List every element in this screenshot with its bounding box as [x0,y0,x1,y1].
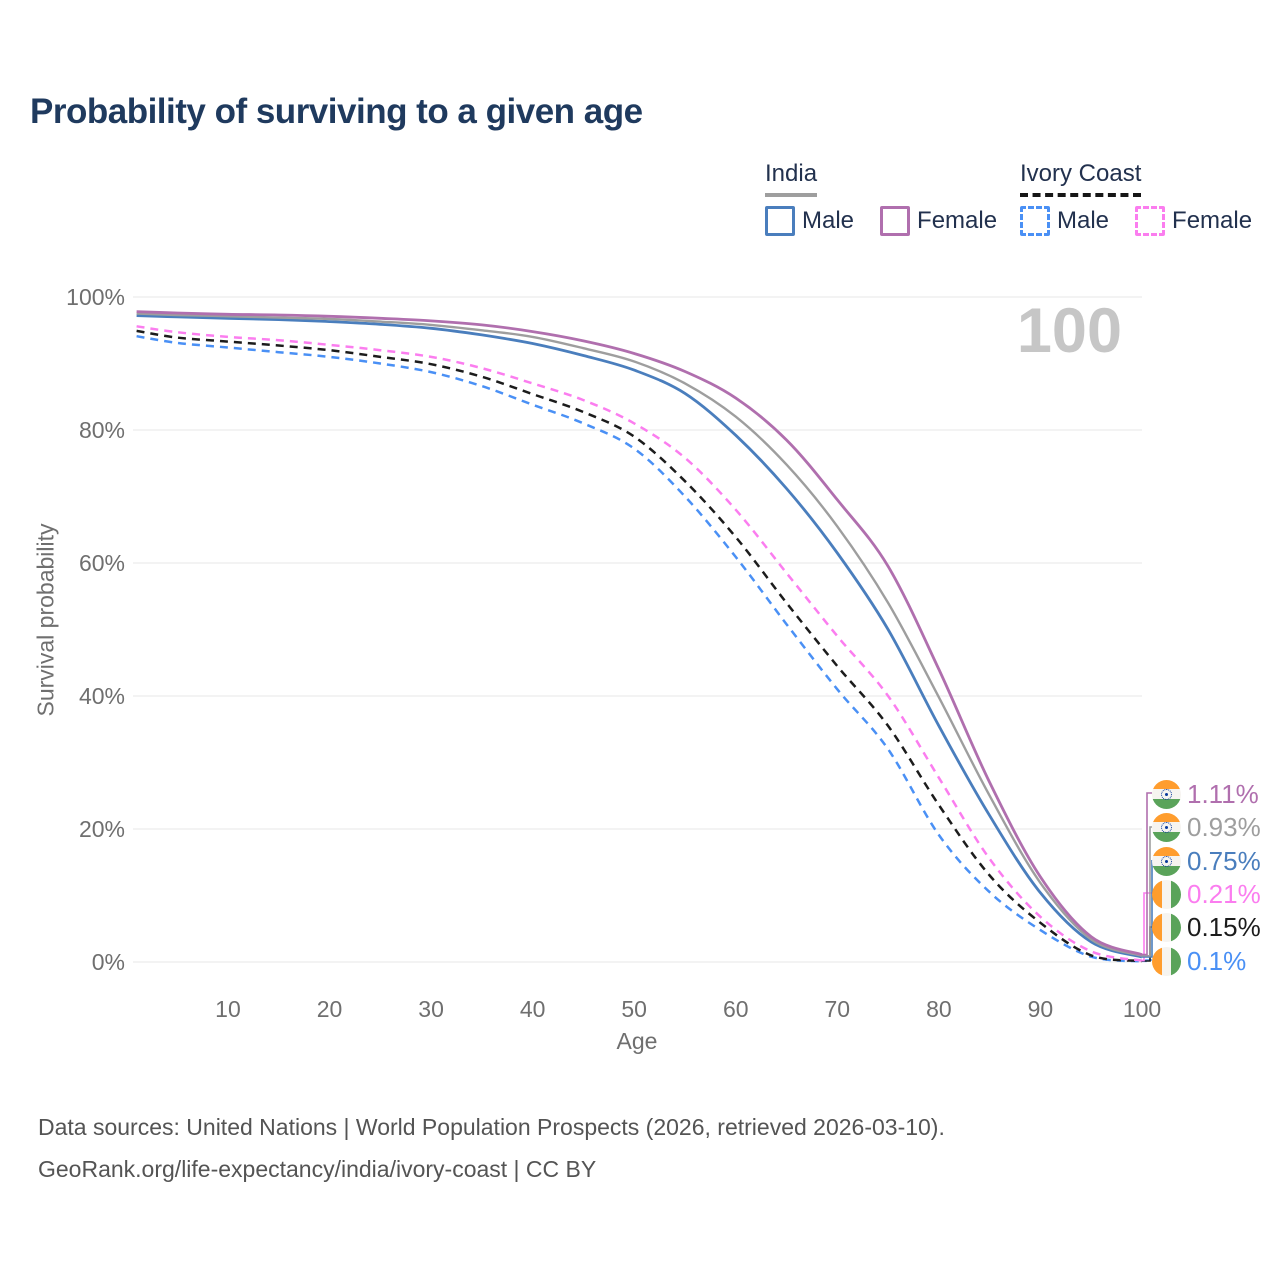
y-tick-label: 20% [78,816,125,842]
page-title: Probability of surviving to a given age [30,92,643,131]
india-flag-icon [1152,779,1181,809]
series-line-india_total[interactable] [136,312,1143,957]
legend-item-ivory-coast-female[interactable]: Female [1135,206,1252,236]
series-line-ivory_coast_male[interactable] [136,334,1143,963]
end-label-connector [1142,826,1152,957]
x-tick-label: 20 [316,996,343,1022]
x-tick-label: 40 [519,996,546,1022]
legend-item-india-male[interactable]: Male [765,206,854,236]
x-tick-label: 60 [722,996,749,1022]
ivory-coast-male-line-swatch-icon [1020,206,1050,236]
x-axis-title: Age [616,1028,658,1054]
end-label-india-female: 1.11% [1152,778,1259,810]
ivory-coast-flag-icon [1152,912,1181,942]
footer-line-2: GeoRank.org/life-expectancy/india/ivory-… [38,1156,597,1182]
x-tick-label: 50 [621,996,647,1022]
end-label-connector [1142,892,1152,962]
data-source-footer: Data sources: United Nations | World Pop… [38,1106,945,1190]
legend-item-india-female[interactable]: Female [880,206,997,236]
series-line-ivory_coast_total[interactable] [136,329,1143,963]
y-tick-label: 40% [78,683,125,709]
india-flag-icon [1152,812,1181,842]
y-tick-label: 80% [78,417,125,443]
india-male-line-swatch-icon [765,206,795,236]
y-tick-label: 100% [66,284,125,310]
y-tick-label: 0% [91,949,125,975]
legend-header-india: India [765,160,818,197]
end-label-connector [1142,792,1152,956]
end-label-ivory-coast-female: 0.21% [1152,878,1261,910]
india-flag-icon [1152,846,1181,876]
legend-item-label: Female [1172,207,1253,234]
x-tick-label: 30 [418,996,444,1022]
legend-item-label: Male [1057,207,1110,234]
ivory-coast-female-line-swatch-icon [1135,206,1166,236]
x-tick-label: 10 [215,996,241,1022]
footer-line-1: Data sources: United Nations | World Pop… [38,1114,945,1140]
legend-item-label: Male [802,207,855,234]
x-tick-label: 70 [824,996,851,1022]
y-axis-title: Survival probability [32,523,59,717]
end-label-india-male: 0.75% [1152,845,1261,877]
ivory-coast-flag-icon [1152,946,1181,976]
end-label-ivory-coast-both: 0.15% [1152,911,1261,943]
y-tick-label: 60% [78,550,125,576]
end-label-ivory-coast-male: 0.1% [1152,945,1246,977]
legend-header-ivory-coast: Ivory Coast [1020,160,1142,197]
series-line-ivory_coast_female[interactable] [136,325,1143,962]
legend-item-ivory-coast-male[interactable]: Male [1020,206,1109,236]
series-line-india_female[interactable] [136,310,1143,956]
legend-group-india: India Male Female [765,160,997,236]
india-female-line-swatch-icon [880,206,911,236]
legend-group-ivory-coast: Ivory Coast Male Female [1020,160,1252,236]
x-tick-label: 80 [926,996,952,1022]
x-tick-label: 90 [1027,996,1054,1022]
age-watermark: 100 [1016,296,1122,366]
ivory-coast-flag-icon [1152,879,1181,909]
legend-item-label: Female [917,207,998,234]
end-label-india-both: 0.93% [1152,811,1261,843]
series-line-india_male[interactable] [136,314,1143,959]
x-tick-label: 100 [1122,996,1162,1022]
